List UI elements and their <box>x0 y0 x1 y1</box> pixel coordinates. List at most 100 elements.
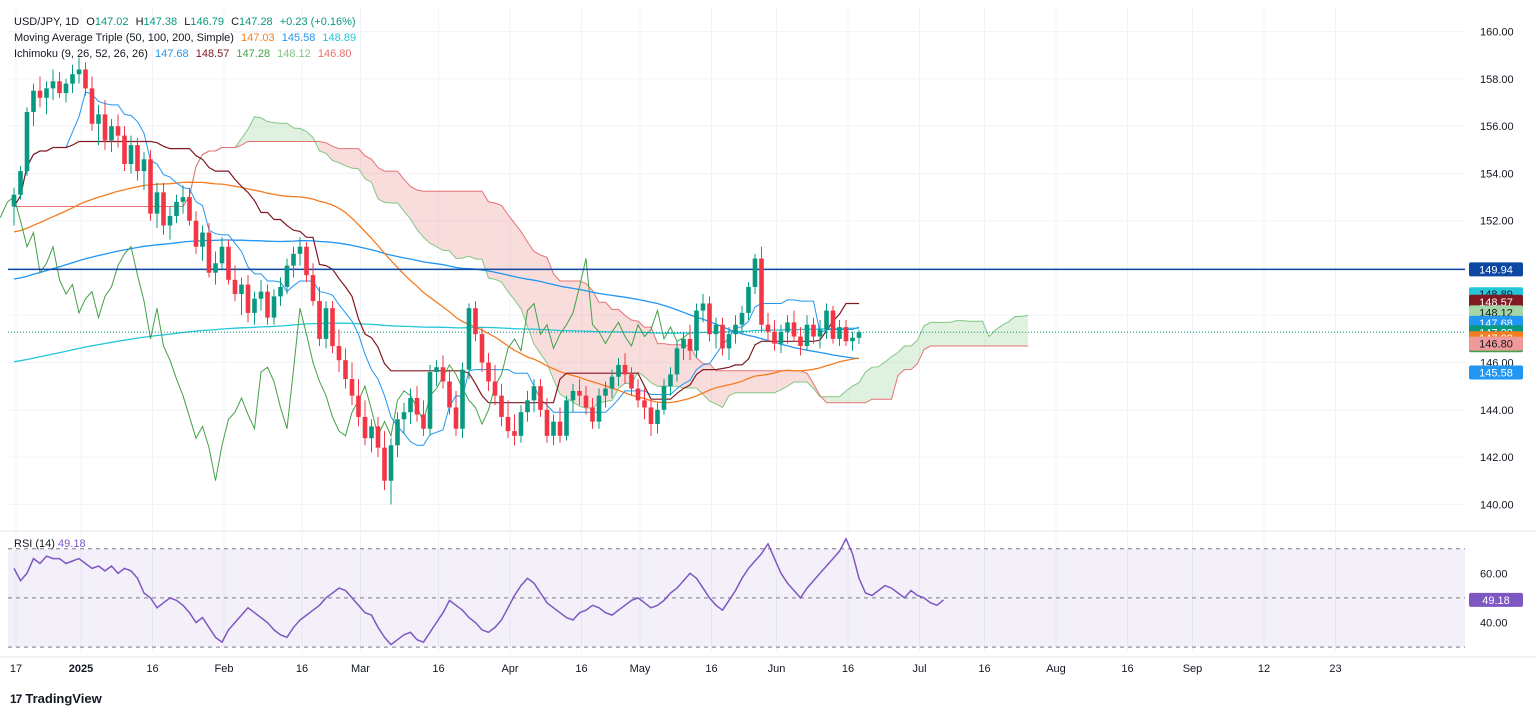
candle-body[interactable] <box>427 372 433 429</box>
candle-body[interactable] <box>115 126 121 136</box>
candle-body[interactable] <box>544 409 550 436</box>
candle[interactable] <box>804 315 810 351</box>
candle-body[interactable] <box>232 279 238 294</box>
candle[interactable] <box>297 237 303 266</box>
candle[interactable] <box>96 104 101 146</box>
candle[interactable] <box>180 185 186 214</box>
ma-title[interactable]: Moving Average Triple (50, 100, 200, Sim… <box>14 32 234 44</box>
candle[interactable] <box>414 386 420 422</box>
candle-body[interactable] <box>252 298 257 313</box>
candle[interactable] <box>291 246 296 278</box>
candle-body[interactable] <box>369 426 374 439</box>
candle[interactable] <box>765 312 771 342</box>
symbol-legend[interactable]: USD/JPY, 1D O147.02 H147.38 L146.79 C147… <box>14 15 360 29</box>
candle-body[interactable] <box>57 81 62 94</box>
candle[interactable] <box>466 303 472 380</box>
candle[interactable] <box>557 407 563 443</box>
candle[interactable] <box>837 320 842 346</box>
candle[interactable] <box>349 362 355 406</box>
candle-body[interactable] <box>811 324 816 337</box>
candle[interactable] <box>362 400 368 446</box>
candle[interactable] <box>193 211 199 254</box>
candle[interactable] <box>830 305 836 344</box>
candle-body[interactable] <box>83 69 88 89</box>
candle[interactable] <box>746 282 751 320</box>
candle[interactable] <box>83 62 88 96</box>
candle[interactable] <box>499 383 504 427</box>
candle[interactable] <box>421 400 426 436</box>
candle-body[interactable] <box>343 360 348 380</box>
candle-body[interactable] <box>76 69 82 75</box>
candle[interactable] <box>629 367 634 396</box>
candle[interactable] <box>525 390 530 422</box>
candle[interactable] <box>713 317 719 349</box>
candle-body[interactable] <box>655 409 660 424</box>
candle[interactable] <box>733 315 738 344</box>
time-tick-label[interactable]: Jul <box>912 663 926 675</box>
candle[interactable] <box>271 289 277 325</box>
time-tick-label[interactable]: 2025 <box>69 663 93 675</box>
candle-body[interactable] <box>271 296 277 318</box>
candle[interactable] <box>11 187 17 226</box>
time-tick-label[interactable]: Aug <box>1046 663 1066 675</box>
candle-body[interactable] <box>837 327 842 339</box>
candle[interactable] <box>219 237 225 271</box>
time-tick-label[interactable]: Mar <box>351 663 370 675</box>
candle[interactable] <box>37 76 43 108</box>
candle-body[interactable] <box>642 400 647 408</box>
rsi-legend[interactable]: RSI (14) 49.18 <box>14 538 86 550</box>
candle[interactable] <box>239 277 244 316</box>
symbol-title[interactable]: USD/JPY, 1D <box>14 16 80 28</box>
candle-body[interactable] <box>167 216 173 226</box>
candle-body[interactable] <box>349 379 355 396</box>
candle[interactable] <box>772 320 777 351</box>
candle[interactable] <box>759 246 764 332</box>
candle-body[interactable] <box>564 400 569 436</box>
candle-body[interactable] <box>486 362 491 382</box>
candle-body[interactable] <box>460 369 465 429</box>
candle[interactable] <box>856 329 862 344</box>
candle-body[interactable] <box>323 308 329 339</box>
candle-body[interactable] <box>297 246 303 254</box>
candle[interactable] <box>616 357 621 387</box>
candle-body[interactable] <box>596 395 602 422</box>
candle-body[interactable] <box>258 291 264 299</box>
candle-body[interactable] <box>304 246 309 276</box>
candle-body[interactable] <box>765 324 771 332</box>
candle-body[interactable] <box>772 331 777 344</box>
candle-body[interactable] <box>538 386 543 410</box>
candle[interactable] <box>726 327 732 361</box>
candle-body[interactable] <box>713 324 719 335</box>
candle-body[interactable] <box>603 388 608 396</box>
candle-body[interactable] <box>843 327 849 342</box>
candle[interactable] <box>785 315 790 344</box>
candle-body[interactable] <box>154 192 160 214</box>
time-tick-label[interactable]: Feb <box>215 663 234 675</box>
candle-body[interactable] <box>798 336 803 346</box>
candle-body[interactable] <box>356 395 361 417</box>
candle-body[interactable] <box>187 197 192 221</box>
candle-body[interactable] <box>479 334 485 363</box>
candle[interactable] <box>330 301 335 354</box>
candle-body[interactable] <box>245 284 251 313</box>
candle[interactable] <box>122 126 127 172</box>
candle-body[interactable] <box>362 416 368 439</box>
candle-body[interactable] <box>531 386 537 401</box>
candle[interactable] <box>447 369 452 415</box>
candle[interactable] <box>408 388 413 424</box>
candle[interactable] <box>161 182 166 235</box>
candle[interactable] <box>375 416 381 458</box>
time-axis[interactable]: 17 2025 16 Feb 16 Mar 16 Apr 16 May 16 Jun 16 Jul 16 Au… <box>10 663 1342 675</box>
ichimoku-title[interactable]: Ichimoku (9, 26, 52, 26, 26) <box>14 48 148 60</box>
candle-body[interactable] <box>778 331 784 344</box>
time-tick-label[interactable]: Apr <box>501 663 518 675</box>
candle-body[interactable] <box>492 381 498 396</box>
candle[interactable] <box>213 251 218 285</box>
candle-body[interactable] <box>609 376 615 389</box>
candle-body[interactable] <box>96 114 101 124</box>
candle-body[interactable] <box>466 308 472 370</box>
candle[interactable] <box>538 379 543 417</box>
candle-body[interactable] <box>583 395 589 408</box>
candle[interactable] <box>642 388 647 420</box>
price-badge[interactable]: 145.58 <box>1469 365 1523 380</box>
